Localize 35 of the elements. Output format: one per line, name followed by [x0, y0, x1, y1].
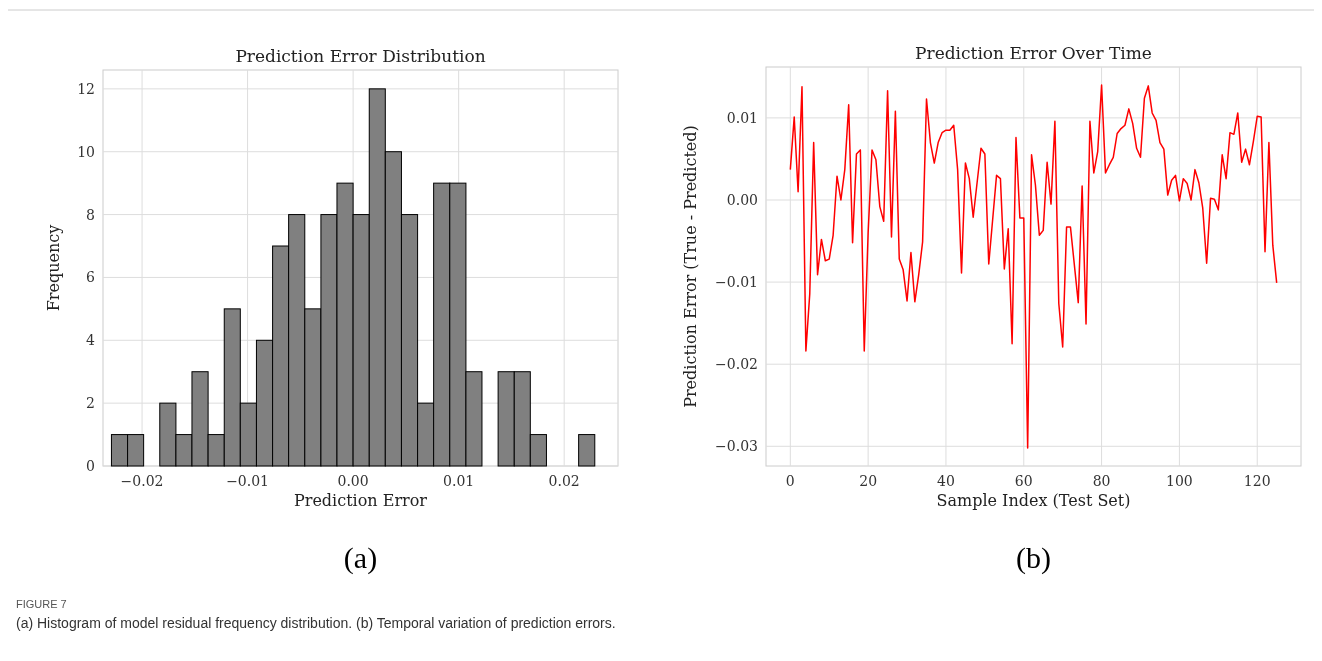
y-axis-title: Frequency [44, 224, 63, 312]
x-tick-label: 60 [1014, 473, 1033, 489]
x-axis-title: Prediction Error [293, 491, 428, 510]
x-tick-label: 80 [1092, 473, 1111, 489]
x-tick-label: 0.01 [443, 473, 475, 489]
text: (b) [1016, 541, 1051, 575]
y-tick-label: 8 [86, 206, 95, 223]
x-tick-label: 0 [785, 473, 795, 489]
chart-title: Prediction Error Distribution [235, 46, 486, 66]
x-tick-label: −0.02 [120, 473, 164, 489]
y-tick-label: 0.00 [726, 192, 758, 208]
y-tick-label: −0.03 [715, 438, 758, 455]
y-tick-label: −0.01 [715, 274, 758, 291]
y-tick-label: 4 [86, 332, 96, 349]
caption: FIGURE 7 [16, 598, 67, 610]
y-tick-label: −0.02 [715, 356, 758, 373]
y-tick-label: 10 [77, 143, 95, 160]
line-series [789, 84, 1278, 449]
x-tick-label: −0.01 [226, 473, 270, 489]
y-tick-label: 2 [86, 395, 95, 412]
y-tick-label: 0.01 [726, 109, 758, 126]
y-tick-label: 6 [86, 269, 96, 286]
x-tick-label: 40 [937, 473, 955, 489]
text: (a) Histogram of model residual frequency distribution. (b) Temporal variation of prediction errors. [16, 615, 616, 631]
x-axis-title: Sample Index (Test Set) [936, 491, 1131, 510]
x-tick-label: 20 [859, 473, 878, 489]
x-tick-label: 0.02 [548, 473, 580, 489]
text: (a) [343, 541, 378, 575]
y-tick-label: 12 [77, 80, 95, 97]
chart-title: Prediction Error Over Time [915, 43, 1152, 63]
x-tick-label: 0.00 [337, 473, 369, 489]
x-tick-label: 100 [1166, 473, 1193, 489]
y-tick-label: 0 [86, 458, 95, 474]
x-tick-label: 120 [1243, 473, 1271, 489]
y-axis-title: Prediction Error (True - Predicted) [681, 125, 700, 408]
